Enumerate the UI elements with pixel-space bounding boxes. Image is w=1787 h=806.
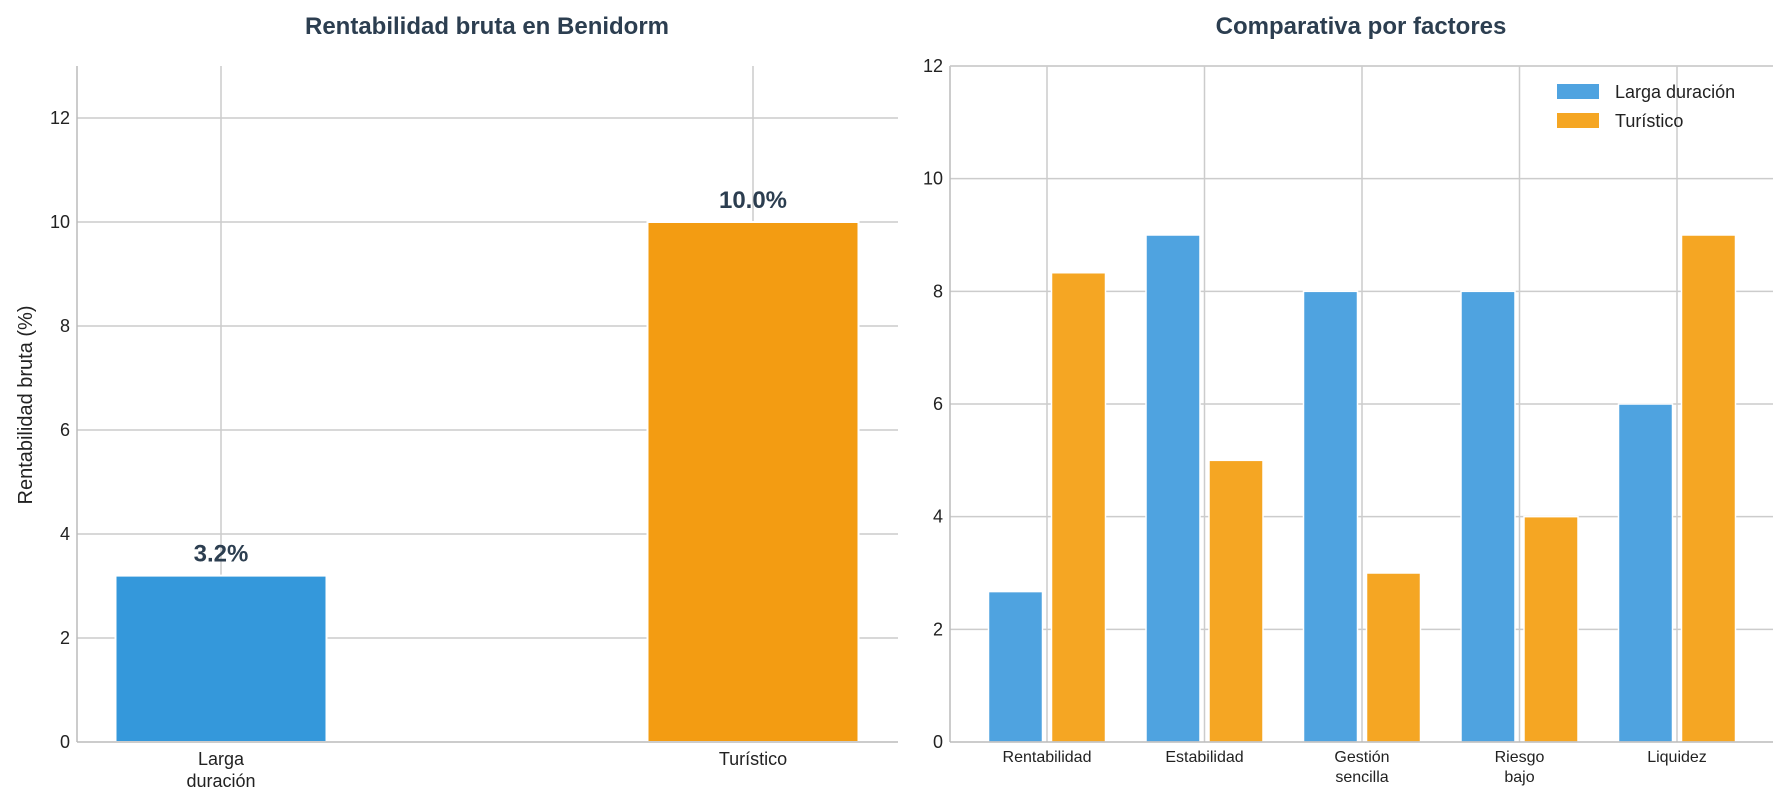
bar-larga-duracion [114, 574, 328, 743]
y-tick-label: 10 [50, 212, 70, 232]
bar-larga-duracion [1617, 403, 1674, 743]
left-chart-bars [114, 221, 860, 743]
bar-turistico [1050, 271, 1107, 743]
bar-larga-duracion [1145, 234, 1201, 743]
left-chart-grid [77, 66, 898, 742]
right-chart-axes [949, 65, 1773, 743]
x-tick-label: Larga duración [186, 749, 255, 791]
left-chart-axes [76, 66, 898, 743]
bar-larga-duracion [1460, 290, 1516, 743]
x-tick-label-line: Estabilidad [1165, 749, 1243, 766]
bar-turistico [646, 221, 860, 743]
bar-larga-duracion [987, 590, 1044, 743]
x-tick-label-line: duración [186, 771, 255, 791]
y-tick-label: 12 [923, 56, 943, 76]
legend-label: Turístico [1615, 111, 1683, 131]
bar-larga-duracion [1302, 290, 1359, 743]
y-tick-label: 4 [60, 524, 70, 544]
x-tick-label-line: Turístico [719, 749, 787, 769]
right-chart-y-ticks: 0 2 4 6 8 10 12 [923, 56, 943, 752]
data-label: 10.0% [719, 187, 787, 214]
right-chart-x-ticks: Rentabilidad Estabilidad Gestión sencilla Ri… [1003, 749, 1707, 786]
left-chart-title: Rentabilidad bruta en Benidorm [305, 13, 669, 40]
right-chart-title: Comparativa por factores [1216, 13, 1507, 40]
y-tick-label: 10 [923, 169, 943, 189]
x-tick-label-line: Larga [198, 749, 245, 769]
left-chart-y-ticks: 0 2 4 6 8 10 12 [50, 108, 70, 752]
bar-turistico [1680, 234, 1737, 743]
right-chart: 0 2 4 6 8 10 12 Rentabilidad Estabilidad Gestión… [923, 13, 1773, 786]
bar-turistico [1365, 572, 1422, 743]
x-tick-label: Liquidez [1647, 749, 1707, 766]
y-tick-label: 12 [50, 108, 70, 128]
data-label: 3.2% [194, 541, 249, 568]
x-tick-label: Turístico [719, 749, 787, 769]
x-tick-label-line: bajo [1504, 769, 1534, 786]
y-tick-label: 4 [933, 507, 943, 527]
x-tick-label-line: Liquidez [1647, 749, 1707, 766]
y-tick-label: 8 [933, 281, 943, 301]
left-chart-y-axis-label: Rentabilidad bruta (%) [15, 306, 37, 505]
legend-label: Larga duración [1615, 82, 1735, 102]
bar-turistico [1523, 515, 1579, 743]
y-tick-label: 8 [60, 316, 70, 336]
right-chart-bars [987, 234, 1737, 743]
x-tick-label-line: sencilla [1335, 769, 1388, 786]
left-chart: 0 2 4 6 8 10 12 Larga duración Turístico 3.2% 10.… [15, 13, 898, 791]
y-tick-label: 6 [60, 420, 70, 440]
y-tick-label: 0 [60, 732, 70, 752]
right-chart-legend: Larga duración Turístico [1557, 82, 1735, 131]
x-tick-label: Estabilidad [1165, 749, 1243, 766]
legend-swatch [1557, 113, 1599, 128]
x-tick-label-line: Gestión [1334, 749, 1389, 766]
y-tick-label: 0 [933, 732, 943, 752]
left-chart-data-labels: 3.2% 10.0% [194, 187, 787, 568]
legend-swatch [1557, 84, 1599, 99]
y-tick-label: 6 [933, 394, 943, 414]
x-tick-label-line: Rentabilidad [1003, 749, 1092, 766]
x-tick-label: Gestión sencilla [1334, 749, 1389, 786]
x-tick-label: Riesgo bajo [1495, 749, 1545, 786]
x-tick-label-line: Riesgo [1495, 749, 1545, 766]
bar-turistico [1208, 459, 1264, 743]
y-tick-label: 2 [60, 628, 70, 648]
y-tick-label: 2 [933, 619, 943, 639]
x-tick-label: Rentabilidad [1003, 749, 1092, 766]
left-chart-x-ticks: Larga duración Turístico [186, 749, 787, 791]
